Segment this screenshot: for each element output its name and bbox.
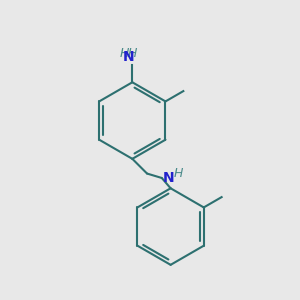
Text: H: H bbox=[128, 47, 137, 60]
Text: N: N bbox=[122, 50, 134, 64]
Text: H: H bbox=[119, 47, 129, 60]
Text: H: H bbox=[174, 167, 183, 180]
Text: N: N bbox=[163, 171, 175, 185]
